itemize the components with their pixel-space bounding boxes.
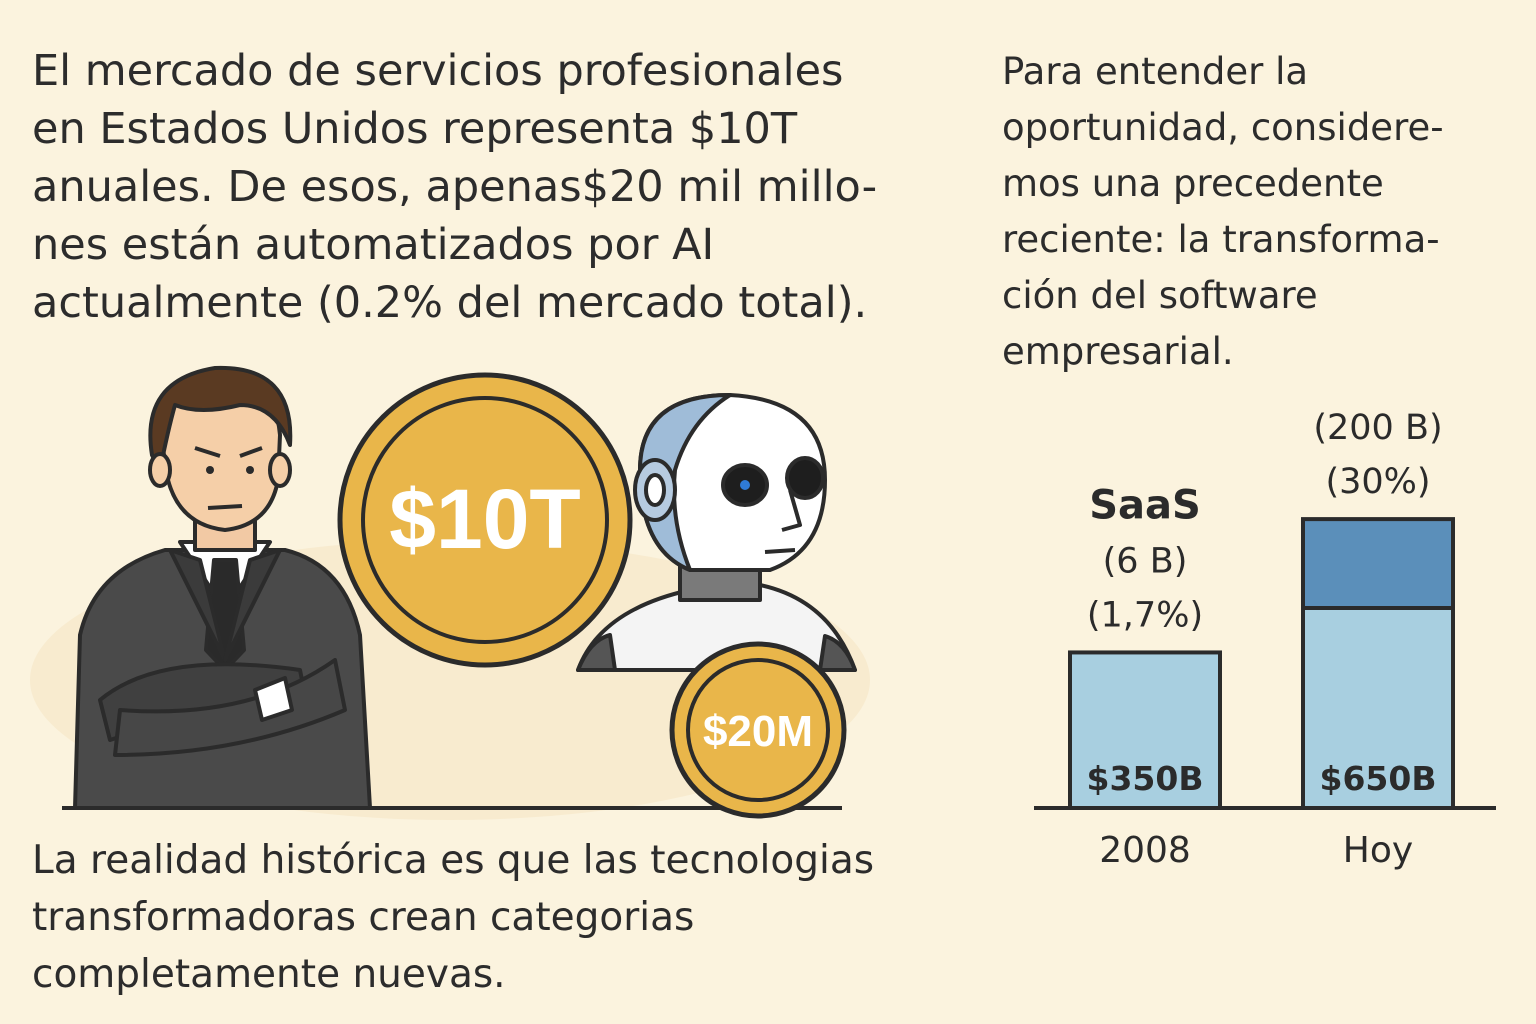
annotation-title: SaaS <box>1322 390 1434 395</box>
annotation-line: (1,7%) <box>1087 595 1203 635</box>
annotation-line: (6 B) <box>1103 541 1188 581</box>
annotation-title: SaaS <box>1089 482 1201 528</box>
bar-saas-Hoy <box>1301 517 1455 610</box>
robot-icon <box>576 393 857 672</box>
bar-base-2008 <box>1068 650 1222 811</box>
small-coin-label: $20M <box>703 707 813 756</box>
market-illustration: $10T $20M <box>30 365 870 820</box>
intro-paragraph: El mercado de servicios profesionales en… <box>32 46 878 328</box>
big-coin: $10T <box>337 372 633 668</box>
businessman-icon <box>73 365 372 810</box>
aside-paragraph: Para entender la oportunidad, considere-… <box>1002 50 1444 373</box>
annotation-line: (30%) <box>1325 462 1430 502</box>
small-coin: $20M <box>669 641 847 819</box>
conclusion-paragraph: La realidad histórica es que las tecnolo… <box>32 838 875 997</box>
bar-value-label: $650B <box>1320 759 1437 798</box>
big-coin-label: $10T <box>389 472 580 566</box>
annotation-line: (200 B) <box>1313 408 1442 448</box>
saas-bar-chart: $350B 2008 SaaS (6 B) (1,7%) $650B Hoy SaaS (200… <box>1034 390 1496 871</box>
bar-value-label: $350B <box>1087 759 1204 798</box>
category-label: 2008 <box>1099 830 1191 871</box>
category-label: Hoy <box>1343 830 1413 871</box>
